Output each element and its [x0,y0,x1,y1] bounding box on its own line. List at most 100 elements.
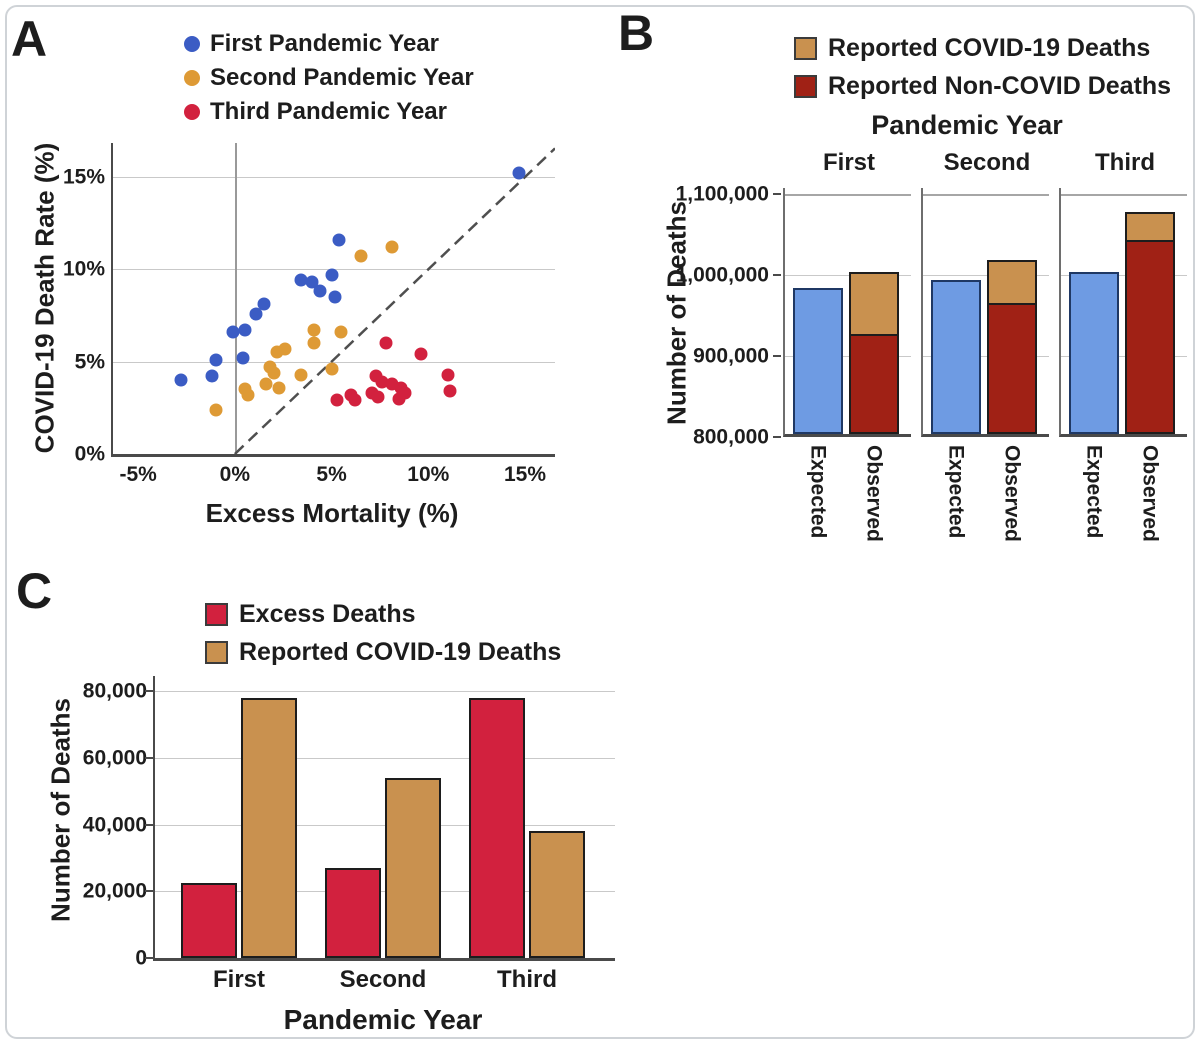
legend-label-reported-covid-deaths: Reported COVID-19 Deaths [239,637,562,666]
x-tick-label: -5% [119,463,157,486]
observed-covid-bar [849,272,899,336]
y-tick-label: 15% [62,165,105,189]
observed-non-covid-bar [987,301,1037,434]
y-tick-mark [145,756,153,759]
scatter-point-third-year [330,393,344,407]
y-tick-label: 1,000,000 [675,263,769,287]
y-tick-label: 0% [74,442,105,466]
zero-reference-line [234,143,237,454]
x-tick-label: 10% [407,463,450,486]
scatter-point-first-year [313,284,327,298]
scatter-point-second-year [272,381,286,394]
scatter-point-first-year [249,307,263,321]
legend-item-noncovid-deaths: Reported Non-COVID Deaths [794,67,1171,105]
panel-b-label: B [618,5,655,61]
legend-item-covid-deaths: Reported COVID-19 Deaths [794,29,1171,67]
group-label-first: First [822,149,876,176]
panel-c-y-axis-title: Number of Deaths [45,698,76,922]
y-tick-mark [145,957,153,959]
legend-label-excess-deaths: Excess Deaths [239,599,416,628]
group-label-third: Third [1095,149,1155,176]
legend-label-covid-deaths: Reported COVID-19 Deaths [828,33,1151,62]
y-tick-mark [145,823,153,826]
scatter-point-third-year [414,347,428,361]
bar-label-expected: Expected [1082,445,1106,539]
scatter-point-second-year [209,403,223,417]
y-tick-mark [145,690,153,693]
gridline [923,193,1049,196]
gridline [1061,355,1187,357]
scatter-point-first-year [332,233,346,247]
scatter-point-third-year [441,368,455,382]
panel-c-x-axis-title: Pandemic Year [283,1004,483,1035]
scatter-point-third-year [371,390,385,404]
y-tick-label: 0 [135,946,147,970]
legend-item-third-year: Third Pandemic Year [184,95,474,129]
legend-dot-second-year-icon [184,70,200,86]
panel-a-label: A [11,11,48,67]
legend-dot-first-year-icon [184,36,200,52]
legend-label-second-year: Second Pandemic Year [210,64,474,91]
scatter-plot: 0% 5% 10% 15% -5% 0% 5% 10% 15% [63,143,555,485]
legend-label-third-year: Third Pandemic Year [210,98,447,125]
y-tick-mark [773,436,781,438]
scatter-point-first-year [512,166,526,180]
excess-deaths-bar [469,697,525,958]
x-tick-label: 0% [219,463,251,486]
legend-label-first-year: First Pandemic Year [210,30,440,57]
gridline [155,757,615,759]
bar-label-expected: Expected [806,445,830,539]
scatter-point-second-year [259,377,273,391]
y-tick-mark [773,192,781,195]
legend-item-second-year: Second Pandemic Year [184,61,474,95]
scatter-point-third-year [348,393,362,407]
gridline [923,274,1049,276]
scatter-point-second-year [325,362,339,376]
expected-bar [931,279,981,434]
x-tick-label: 15% [504,463,547,486]
gridline [1061,193,1187,196]
y-tick-label: 80,000 [82,679,147,703]
scatter-point-first-year [209,353,223,367]
subpanel-third: Third Expected Observed [1059,151,1187,542]
observed-covid-bar [1125,211,1175,243]
scatter-point-third-year [379,336,393,350]
legend-swatch-excess-deaths-icon [205,602,228,626]
legend-item-reported-covid-deaths: Reported COVID-19 Deaths [205,633,561,671]
gridline [785,274,911,276]
scatter-point-third-year [443,384,457,398]
gridline [785,355,911,357]
y-tick-mark [773,354,781,357]
scatter-point-first-year [328,290,342,304]
panel-a-legend: First Pandemic Year Second Pandemic Year… [184,27,474,129]
x-category-label-second: Second [339,966,427,993]
x-category-label-first: First [212,966,266,993]
y-tick-label: 40,000 [82,813,147,836]
scatter-point-second-year [307,323,321,337]
panel-b-legend: Reported COVID-19 Deaths Reported Non-CO… [794,29,1171,105]
legend-swatch-noncovid-deaths-icon [794,74,817,98]
bar-label-observed: Observed [862,445,886,542]
scatter-point-first-year [226,325,240,339]
gridline [113,176,555,178]
y-tick-label: 900,000 [693,344,769,368]
gridline [923,355,1049,357]
scatter-point-first-year [236,351,250,365]
grouped-bar-plot: 800,000 900,000 1,000,000 1,100,000 First Exp… [676,151,1187,542]
excess-deaths-bar [325,867,381,958]
panel-c-legend: Excess Deaths Reported COVID-19 Deaths [205,595,561,671]
scatter-point-second-year [385,240,399,254]
scatter-point-second-year [294,368,308,382]
y-tick-mark [145,890,153,893]
scatter-point-first-year [325,268,339,282]
y-tick-label: 60,000 [82,746,147,770]
expected-bar [1069,271,1119,434]
scatter-point-second-year [354,249,368,263]
x-tick-label: 5% [316,463,347,486]
legend-label-noncovid-deaths: Reported Non-COVID Deaths [828,71,1172,100]
y-tick-label: 800,000 [693,425,769,449]
y-tick-label: 5% [74,350,105,374]
observed-non-covid-bar [1125,239,1175,434]
group-label-second: Second [943,149,1031,176]
